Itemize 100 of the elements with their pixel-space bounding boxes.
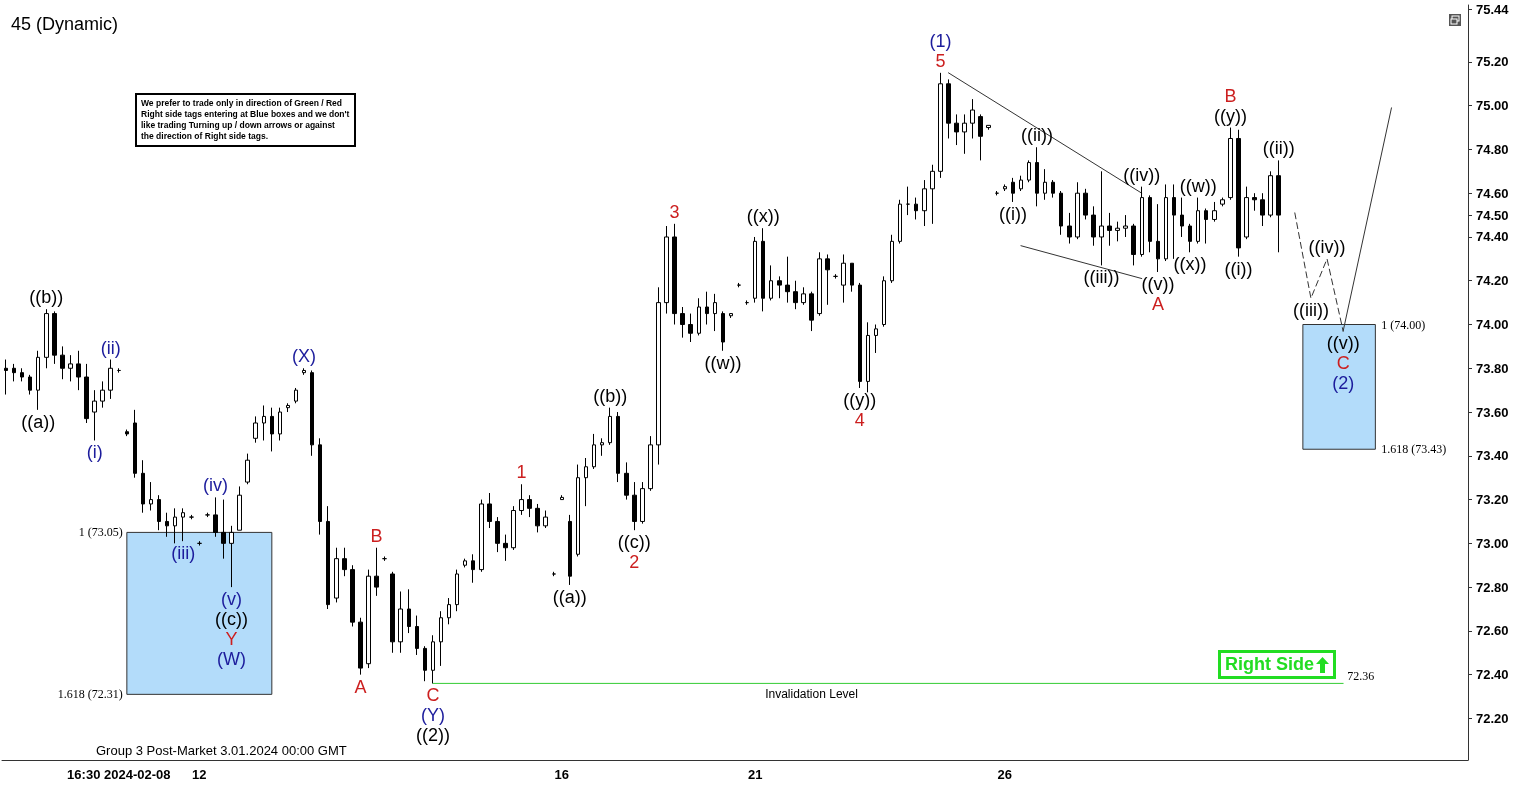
candlestick <box>245 453 250 485</box>
y-tick-label: 73.60 <box>1476 404 1509 420</box>
candlestick <box>487 492 492 529</box>
annotation: ((x)) <box>746 206 780 227</box>
candlestick <box>173 507 177 544</box>
annotation: (ii) <box>100 337 121 358</box>
annotation: ((iv)) <box>1308 236 1346 257</box>
annotation: ((c)) <box>215 609 249 630</box>
candlestick <box>946 78 951 139</box>
y-tick-label: 75.00 <box>1476 98 1509 114</box>
candlestick <box>817 251 822 317</box>
candlestick <box>237 485 242 531</box>
annotation: C <box>426 685 440 706</box>
annotation: ((c)) <box>617 532 651 553</box>
candlestick <box>1027 159 1031 183</box>
candlestick <box>793 280 798 310</box>
y-tick-label: 72.20 <box>1476 710 1509 726</box>
candlestick <box>1164 183 1168 262</box>
candlestick <box>882 275 886 328</box>
x-tick-label: 21 <box>747 767 763 782</box>
x-tick-label: 26 <box>997 767 1013 782</box>
candlestick <box>294 387 298 404</box>
candlestick <box>777 275 782 299</box>
annotation: 1.618 (72.31) <box>57 687 123 702</box>
candlestick <box>809 291 814 332</box>
candlestick <box>874 324 878 354</box>
candlestick <box>1148 194 1152 253</box>
candlestick <box>769 264 773 301</box>
candlestick <box>398 590 403 654</box>
y-tick-label: 74.60 <box>1476 185 1509 201</box>
candlestick <box>1075 181 1080 240</box>
annotation: ((w)) <box>1179 175 1217 196</box>
annotation: Invalidation Level <box>765 687 858 702</box>
candlestick <box>374 547 379 597</box>
y-tick-label: 73.20 <box>1476 492 1509 508</box>
annotation: Group 3 Post-Market 3.01.2024 00:00 GMT <box>96 743 347 758</box>
candlestick <box>60 345 65 380</box>
candlestick <box>1051 179 1055 199</box>
annotation: (W) <box>217 649 247 670</box>
candlestick <box>1196 197 1200 245</box>
y-tick-label: 75.20 <box>1476 54 1509 70</box>
candlestick <box>986 124 991 131</box>
candlestick <box>366 569 371 669</box>
candlestick <box>713 293 717 332</box>
candlestick <box>624 461 629 501</box>
annotation: ((x)) <box>1173 254 1207 275</box>
candlestick <box>20 367 24 382</box>
candlestick <box>858 282 862 389</box>
annotation: Right Side <box>1225 654 1314 675</box>
candlestick <box>1011 177 1015 203</box>
candlestick <box>978 113 983 161</box>
annotation: ((i)) <box>1224 258 1253 279</box>
candlestick <box>616 411 620 483</box>
annotation: Y <box>225 629 238 650</box>
candlestick <box>962 113 967 155</box>
candlestick <box>543 510 548 529</box>
candlestick <box>278 407 282 441</box>
candlestick <box>415 615 419 656</box>
candlestick <box>1035 146 1039 207</box>
annotation: ((y)) <box>843 389 877 410</box>
candlestick <box>688 313 693 343</box>
candlestick <box>4 359 8 396</box>
annotation: ((w)) <box>704 352 742 373</box>
candlestick <box>697 297 701 336</box>
candlestick <box>785 256 790 304</box>
annotation: ((iii)) <box>1083 267 1120 288</box>
candlestick <box>1099 170 1104 266</box>
x-tick-label: 16 <box>554 767 570 782</box>
candlestick <box>729 313 733 319</box>
candlestick <box>108 359 113 400</box>
candlestick <box>640 481 645 525</box>
candlestick <box>133 409 137 479</box>
candlestick <box>157 494 161 531</box>
candlestick <box>1228 127 1233 201</box>
candlestick <box>1091 205 1096 247</box>
annotation: (v) <box>221 589 243 610</box>
candlestick <box>213 496 218 538</box>
candlestick <box>866 321 870 393</box>
annotation: ((b)) <box>29 287 64 308</box>
x-tick-label: 12 <box>192 767 207 782</box>
candlestick <box>1260 192 1265 227</box>
candlestick <box>922 179 927 227</box>
candlestick <box>262 404 266 441</box>
candlestick <box>850 262 854 293</box>
candlestick <box>439 610 443 667</box>
candlestick <box>753 236 757 304</box>
candlestick <box>1123 214 1128 238</box>
candlestick <box>471 553 475 584</box>
candlestick <box>1212 201 1217 223</box>
annotation: ((v)) <box>1141 273 1175 294</box>
candlestick <box>125 429 129 437</box>
y-tick-label: 72.80 <box>1476 579 1509 595</box>
candlestick <box>906 186 910 216</box>
annotation: (iv) <box>202 475 228 496</box>
candlestick <box>1067 212 1072 245</box>
annotation: 72.36 <box>1347 669 1375 684</box>
candlestick <box>1059 190 1063 236</box>
candlestick <box>229 525 234 588</box>
candlestick <box>100 380 105 409</box>
x-tick-label: 16:30 2024-02-08 <box>67 767 171 782</box>
